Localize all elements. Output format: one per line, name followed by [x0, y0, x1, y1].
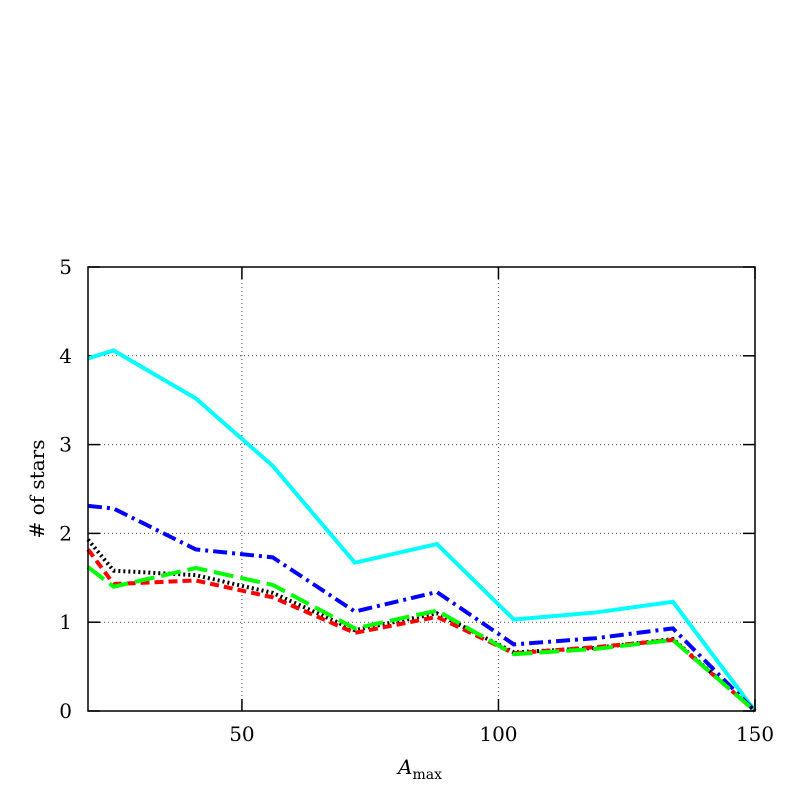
x-axis-label: Amax [396, 755, 442, 783]
y-tick-label: 1 [59, 610, 72, 634]
y-axis-label: # of stars [25, 440, 49, 539]
y-tick-label: 0 [59, 699, 72, 723]
x-label-sub: max [412, 767, 442, 783]
data-line [86, 548, 757, 713]
data-line [86, 565, 757, 713]
y-tick-label: 3 [59, 433, 72, 457]
y-tick-label: 5 [59, 255, 72, 279]
x-label-main: A [396, 755, 412, 779]
x-tick-label: 50 [229, 722, 254, 746]
data-line [86, 538, 757, 713]
data-line [87, 348, 757, 713]
plot-frame [87, 266, 756, 712]
data-line [87, 503, 757, 713]
x-tick-label: 100 [479, 722, 517, 746]
x-tick-label: 150 [736, 722, 774, 746]
y-tick-label: 2 [59, 521, 72, 545]
y-tick-label: 4 [59, 344, 72, 368]
